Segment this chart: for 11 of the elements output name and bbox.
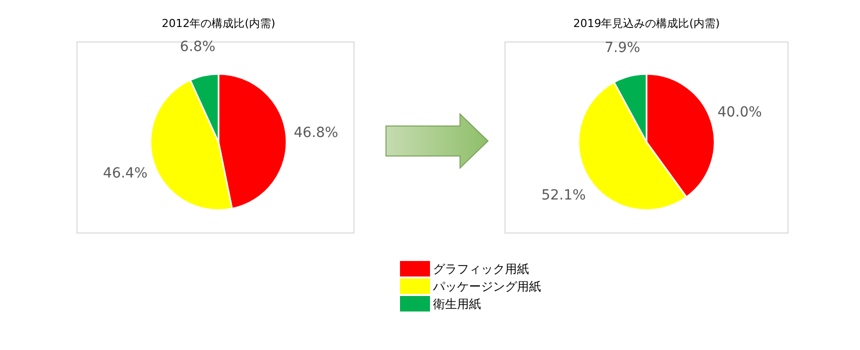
chart-title: 2019年見込みの構成比(内需) [573, 17, 720, 30]
legend-label: 衛生用紙 [433, 297, 481, 311]
data-label: 40.0% [717, 104, 762, 121]
chart-title: 2012年の構成比(内需) [162, 17, 276, 30]
legend-label: グラフィック用紙 [433, 262, 529, 276]
legend-label: パッケージング用紙 [432, 280, 541, 294]
data-label: 52.1% [541, 187, 586, 204]
data-label: 7.9% [604, 40, 640, 56]
data-label: 46.4% [103, 165, 148, 182]
data-label: 6.8% [180, 39, 216, 56]
data-label: 46.8% [294, 125, 338, 142]
